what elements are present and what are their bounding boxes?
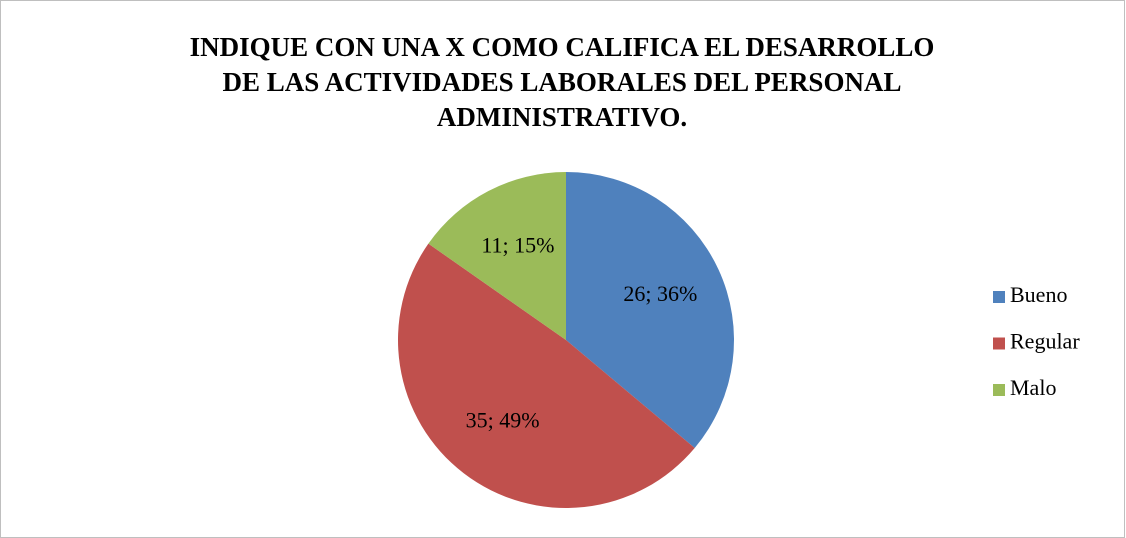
data-label: 26; 36% [623,281,697,306]
legend-swatch [993,384,1005,396]
pie-slice [566,172,734,448]
legend-swatch [993,337,1005,350]
data-label: 11; 15% [481,233,554,258]
chart-title: DE LAS ACTIVIDADES LABORALES DEL PERSONA… [223,67,902,97]
pie-slice [428,172,566,340]
pie-slice [397,243,695,509]
legend-label: Malo [1010,375,1056,400]
legend-label: Regular [1010,329,1080,354]
chart-title: INDIQUE CON UNA X COMO CALIFICA EL DESAR… [190,32,935,62]
chart-title: ADMINISTRATIVO. [437,102,687,132]
data-label: 35; 49% [466,408,540,433]
legend-swatch [993,291,1005,303]
legend-label: Bueno [1010,282,1067,307]
